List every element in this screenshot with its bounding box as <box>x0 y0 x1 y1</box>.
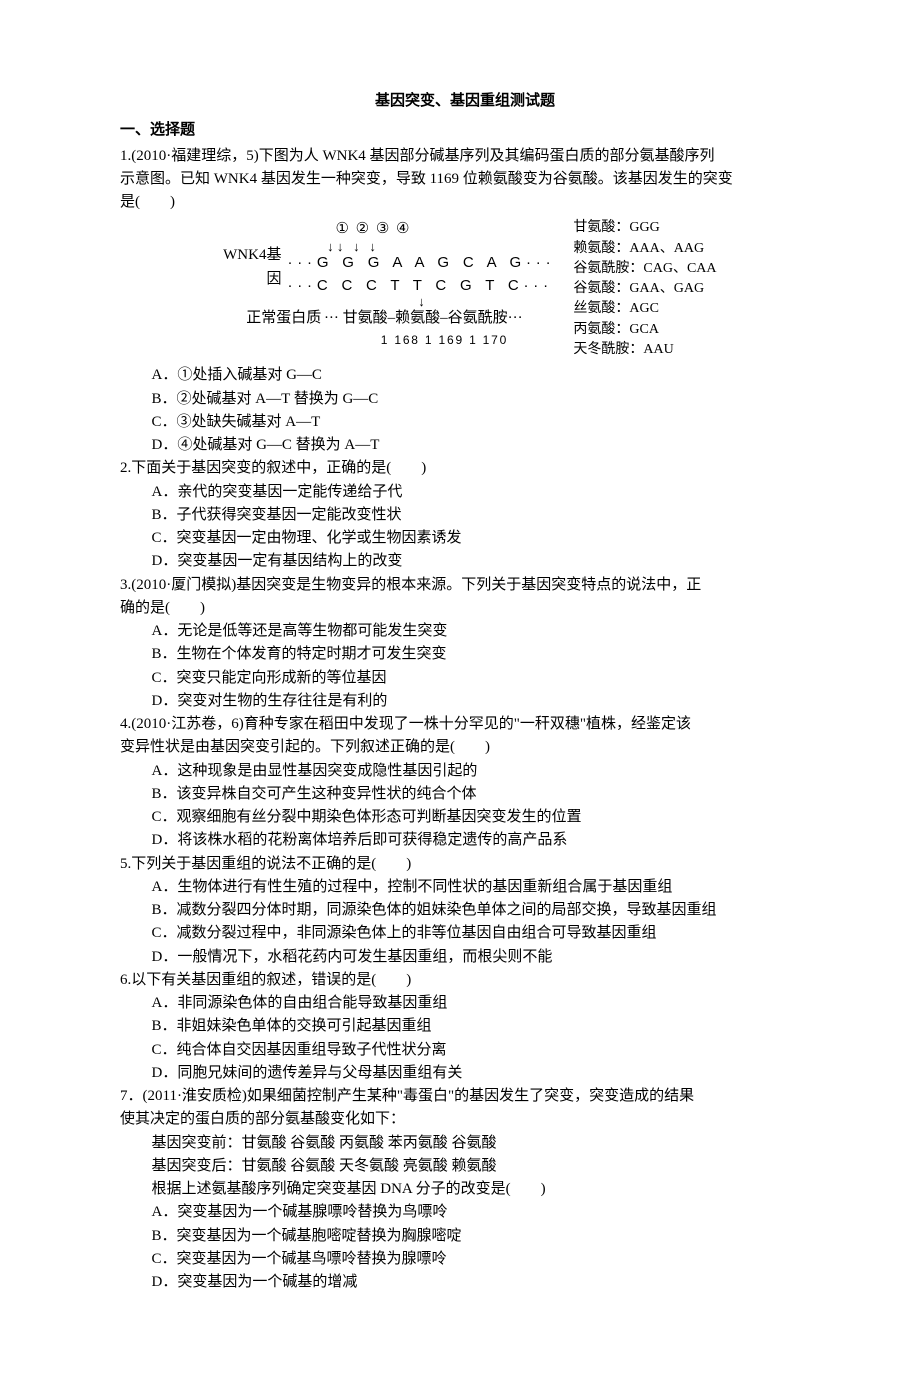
q6-stem: 6.以下有关基因重组的叙述，错误的是( ) <box>120 969 810 992</box>
q7-stem-line2: 使其决定的蛋白质的部分氨基酸变化如下： <box>120 1108 810 1131</box>
q2-option-d: D．突变基因一定有基因结构上的改变 <box>120 550 810 573</box>
q1-option-d: D．④处碱基对 G—C 替换为 A—T <box>120 434 810 457</box>
q1-option-b: B．②处碱基对 A—T 替换为 G—C <box>120 388 810 411</box>
aa-line: 谷氨酸：GAA、GAG <box>573 279 716 299</box>
q6-option-d: D．同胞兄妹间的遗传差异与父母基因重组有关 <box>120 1062 810 1085</box>
q4-stem-line1: 4.(2010·江苏卷，6)育种专家在稻田中发现了一株十分罕见的"一秆双穗"植株… <box>120 713 810 736</box>
aa-line: 甘氨酸：GGG <box>573 218 716 238</box>
gene-label: WNK4基因 <box>213 218 281 291</box>
q7-option-d: D．突变基因为一个碱基的增减 <box>120 1271 810 1294</box>
q7-option-c: C．突变基因为一个碱基鸟嘌呤替换为腺嘌呤 <box>120 1248 810 1271</box>
q3-stem-line1: 3.(2010·厦门模拟)基因突变是生物变异的根本来源。下列关于基因突变特点的说… <box>120 574 810 597</box>
aa-line: 赖氨酸：AAA、AAG <box>573 239 716 259</box>
q7-after: 基因突变后：甘氨酸 谷氨酸 天冬氨酸 亮氨酸 赖氨酸 <box>120 1155 810 1178</box>
protein-label: 正常蛋白质 <box>246 307 314 330</box>
section-heading: 一、选择题 <box>120 119 810 142</box>
protein-seq: ··· 甘氨酸–赖氨酸–谷氨酰胺··· <box>324 310 523 326</box>
q4-option-a: A．这种现象是由显性基因突变成隐性基因引起的 <box>120 760 810 783</box>
q5-option-c: C．减数分裂过程中，非同源染色体上的非等位基因自由组合可导致基因重组 <box>120 922 810 945</box>
q6-option-a: A．非同源染色体的自由组合能导致基因重组 <box>120 992 810 1015</box>
q7-before: 基因突变前：甘氨酸 谷氨酸 丙氨酸 苯丙氨酸 谷氨酸 <box>120 1132 810 1155</box>
q7-option-a: A．突变基因为一个碱基腺嘌呤替换为鸟嘌呤 <box>120 1201 810 1224</box>
q1-stem-line3: 是( ) <box>120 191 810 214</box>
q2-option-a: A．亲代的突变基因一定能传递给子代 <box>120 481 810 504</box>
q2-option-c: C．突变基因一定由物理、化学或生物因素诱发 <box>120 527 810 550</box>
q1-stem-line2: 示意图。已知 WNK4 基因发生一种突变，导致 1169 位赖氨酸变为谷氨酸。该… <box>120 168 810 191</box>
q5-option-a: A．生物体进行有性生殖的过程中，控制不同性状的基因重新组合属于基因重组 <box>120 876 810 899</box>
q1-stem-line1: 1.(2010·福建理综，5)下图为人 WNK4 基因部分碱基序列及其编码蛋白质… <box>120 145 810 168</box>
q4-stem-line2: 变异性状是由基因突变引起的。下列叙述正确的是( ) <box>120 736 810 759</box>
q4-option-c: C．观察细胞有丝分裂中期染色体形态可判断基因突变发生的位置 <box>120 806 810 829</box>
q5-option-b: B．减数分裂四分体时期，同源染色体的姐妹染色单体之间的局部交换，导致基因重组 <box>120 899 810 922</box>
codon-table: 甘氨酸：GGG 赖氨酸：AAA、AAG 谷氨酰胺：CAG、CAA 谷氨酸：GAA… <box>573 218 716 360</box>
q1-option-c: C．③处缺失碱基对 A—T <box>120 411 810 434</box>
aa-line: 丝氨酸：AGC <box>573 299 716 319</box>
q7-question: 根据上述氨基酸序列确定突变基因 DNA 分子的改变是( ) <box>120 1178 810 1201</box>
position-markers: ①②③④ <box>287 218 555 241</box>
q4-option-b: B．该变异株自交可产生这种变异性状的纯合个体 <box>120 783 810 806</box>
q1-diagram: WNK4基因 ①②③④ ↓↓ ↓ ↓ ···G G G A A G C A G·… <box>120 218 810 360</box>
aa-line: 谷氨酰胺：CAG、CAA <box>573 259 716 279</box>
q2-stem: 2.下面关于基因突变的叙述中，正确的是( ) <box>120 457 810 480</box>
q3-option-a: A．无论是低等还是高等生物都可能发生突变 <box>120 620 810 643</box>
q3-option-c: C．突变只能定向形成新的等位基因 <box>120 667 810 690</box>
translate-arrow: ↓ <box>287 297 555 307</box>
q1-option-a: A．①处插入碱基对 G—C <box>120 364 810 387</box>
position-numbers: 1 168 1 169 1 170 <box>213 331 555 350</box>
q6-option-b: B．非姐妹染色单体的交换可引起基因重组 <box>120 1015 810 1038</box>
aa-line: 丙氨酸：GCA <box>573 320 716 340</box>
q6-option-c: C．纯合体自交因基因重组导致子代性状分离 <box>120 1039 810 1062</box>
q7-stem-line1: 7．(2011·淮安质检)如果细菌控制产生某种"毒蛋白"的基因发生了突变，突变造… <box>120 1085 810 1108</box>
q3-option-b: B．生物在个体发育的特定时期才可发生突变 <box>120 643 810 666</box>
page-title: 基因突变、基因重组测试题 <box>120 90 810 113</box>
q3-stem-line2: 确的是( ) <box>120 597 810 620</box>
q5-stem: 5.下列关于基因重组的说法不正确的是( ) <box>120 853 810 876</box>
q5-option-d: D．一般情况下，水稻花药内可发生基因重组，而根尖则不能 <box>120 946 810 969</box>
q4-option-d: D．将该株水稻的花粉离体培养后即可获得稳定遗传的高产品系 <box>120 829 810 852</box>
aa-line: 天冬酰胺：AAU <box>573 340 716 360</box>
q3-option-d: D．突变对生物的生存往往是有利的 <box>120 690 810 713</box>
marker-arrows: ↓↓ ↓ ↓ <box>287 242 555 251</box>
q2-option-b: B．子代获得突变基因一定能改变性状 <box>120 504 810 527</box>
seq-top: ···G G G A A G C A G··· <box>287 251 555 274</box>
q7-option-b: B．突变基因为一个碱基胞嘧啶替换为胸腺嘧啶 <box>120 1225 810 1248</box>
